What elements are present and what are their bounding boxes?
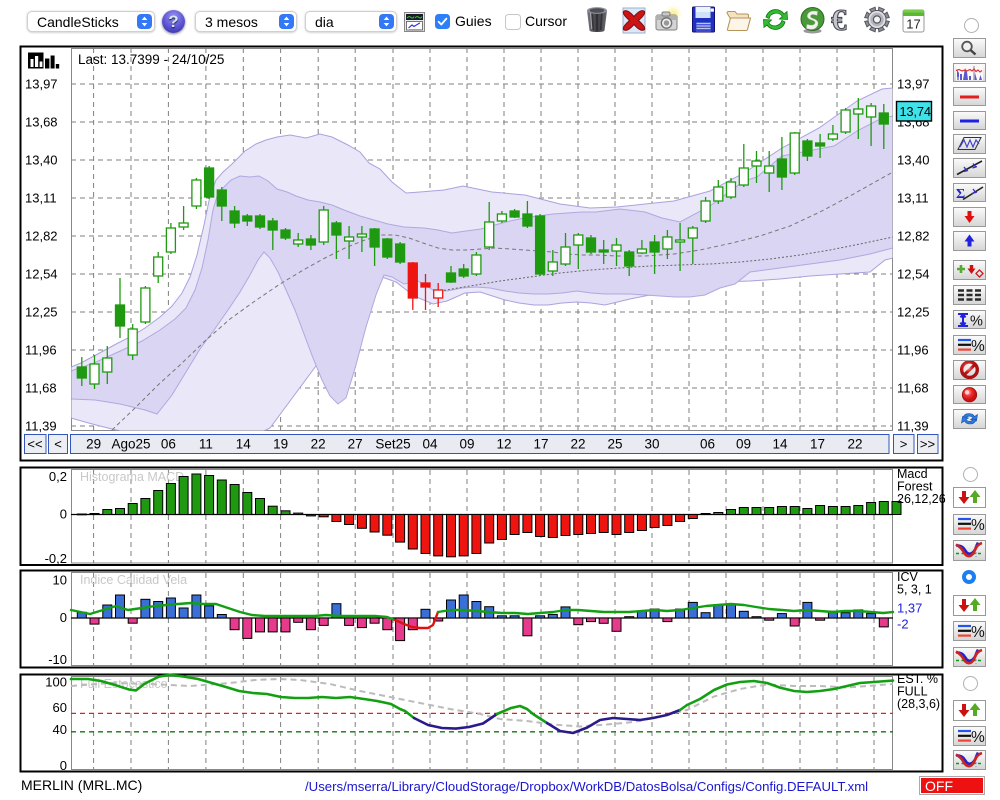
svg-text:25: 25 (607, 437, 622, 452)
svg-text:12: 12 (496, 437, 511, 452)
svg-text:12,25: 12,25 (25, 305, 58, 320)
svg-text:0: 0 (60, 507, 67, 522)
svg-text:0: 0 (60, 758, 67, 773)
svg-text:%: % (971, 624, 985, 640)
svg-text:%: % (971, 338, 985, 354)
svg-text:-2: -2 (897, 617, 909, 632)
svg-text:%: % (970, 313, 983, 328)
svg-text:Ago25: Ago25 (111, 437, 150, 452)
svg-text:14: 14 (236, 437, 252, 452)
svg-text:12,25: 12,25 (897, 305, 930, 320)
svg-text:100: 100 (45, 675, 67, 690)
svg-text:12,82: 12,82 (25, 229, 58, 244)
svg-text:-0,2: -0,2 (45, 551, 67, 566)
svg-text:17: 17 (533, 437, 548, 452)
svg-text:Indice Calidad Vela: Indice Calidad Vela (80, 573, 187, 587)
svg-text:%: % (971, 729, 985, 745)
svg-text:13,40: 13,40 (897, 153, 930, 168)
svg-text:>>: >> (920, 437, 935, 452)
svg-text:13,97: 13,97 (897, 77, 930, 92)
svg-text:5, 3, 1: 5, 3, 1 (897, 583, 932, 597)
svg-text:<<: << (27, 437, 42, 452)
svg-text:11,96: 11,96 (897, 343, 929, 358)
svg-text:11: 11 (199, 437, 213, 452)
svg-text:60: 60 (53, 700, 67, 715)
svg-text:Forest: Forest (897, 480, 933, 494)
svg-text:06: 06 (161, 437, 176, 452)
svg-text:09: 09 (736, 437, 751, 452)
svg-text:<: < (54, 437, 62, 452)
svg-text:Set25: Set25 (375, 437, 410, 452)
svg-text:11,39: 11,39 (897, 419, 929, 434)
svg-text:17: 17 (810, 437, 825, 452)
svg-text:09: 09 (459, 437, 474, 452)
svg-text:29: 29 (86, 437, 101, 452)
svg-text:1,37: 1,37 (897, 601, 922, 616)
svg-text:11,39: 11,39 (25, 419, 57, 434)
svg-text:€: € (831, 5, 847, 35)
svg-text:14: 14 (772, 437, 788, 452)
svg-text:27: 27 (348, 437, 363, 452)
svg-text:0: 0 (60, 610, 67, 625)
svg-text:>: > (900, 437, 908, 452)
svg-text:06: 06 (700, 437, 715, 452)
svg-text:40: 40 (53, 722, 67, 737)
svg-text:Last: 13.7399 - 24/10/25: Last: 13.7399 - 24/10/25 (78, 52, 224, 67)
svg-text:13,74: 13,74 (900, 105, 932, 119)
svg-text:22: 22 (847, 437, 862, 452)
svg-text:-10: -10 (48, 652, 67, 667)
svg-text:Histograma MACD: Histograma MACD (80, 470, 184, 484)
svg-text:13,68: 13,68 (25, 115, 58, 130)
svg-text:11,68: 11,68 (25, 381, 57, 396)
svg-text:12,54: 12,54 (25, 267, 58, 282)
svg-text:12,82: 12,82 (897, 229, 930, 244)
svg-text:22: 22 (570, 437, 585, 452)
svg-text:Macd: Macd (897, 467, 928, 481)
svg-text:13,11: 13,11 (897, 191, 929, 206)
svg-text:FULL: FULL (897, 685, 928, 699)
svg-text:Σ: Σ (956, 187, 965, 202)
svg-text:26,12,26: 26,12,26 (897, 492, 946, 506)
svg-text:EST. %: EST. % (897, 672, 938, 686)
svg-text:11,96: 11,96 (25, 343, 57, 358)
svg-text:(28,3,6): (28,3,6) (897, 697, 940, 711)
svg-text:13,97: 13,97 (25, 77, 58, 92)
svg-text:30: 30 (644, 437, 659, 452)
svg-text:22: 22 (311, 437, 326, 452)
svg-text:ICV: ICV (897, 570, 919, 584)
svg-text:12,54: 12,54 (897, 267, 930, 282)
svg-text:11,68: 11,68 (897, 381, 929, 396)
svg-text:19: 19 (273, 437, 288, 452)
svg-text:13,11: 13,11 (25, 191, 57, 206)
svg-text:0,2: 0,2 (49, 469, 67, 484)
svg-text:%: % (971, 517, 985, 533)
svg-text:13,40: 13,40 (25, 153, 58, 168)
svg-text:04: 04 (422, 437, 438, 452)
svg-text:17: 17 (906, 17, 920, 32)
svg-text:10: 10 (53, 573, 67, 588)
